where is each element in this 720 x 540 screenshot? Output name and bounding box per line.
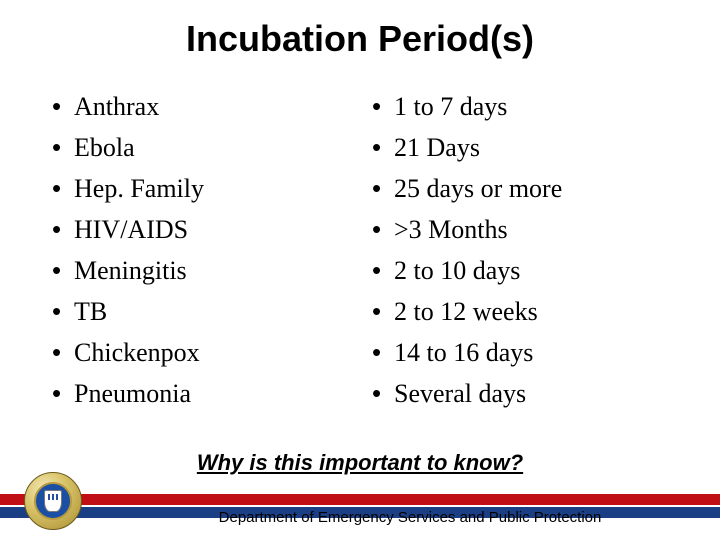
bullet-text: 2 to 10 days xyxy=(394,250,680,291)
bullet-text: 1 to 7 days xyxy=(394,86,680,127)
bullet-item: •Pneumonia xyxy=(52,373,360,414)
bullet-text: Anthrax xyxy=(74,86,360,127)
bullet-item: •2 to 12 weeks xyxy=(372,291,680,332)
bullet-marker-icon: • xyxy=(52,373,74,414)
bullet-marker-icon: • xyxy=(52,127,74,168)
bullet-text: Ebola xyxy=(74,127,360,168)
bullet-item: •Hep. Family xyxy=(52,168,360,209)
slide: Incubation Period(s) •Anthrax•Ebola•Hep.… xyxy=(0,0,720,540)
bullet-marker-icon: • xyxy=(52,332,74,373)
bullet-marker-icon: • xyxy=(52,168,74,209)
bullet-item: •25 days or more xyxy=(372,168,680,209)
footer: Department of Emergency Services and Pub… xyxy=(0,482,720,540)
bullet-item: •Ebola xyxy=(52,127,360,168)
bullet-text: Chickenpox xyxy=(74,332,360,373)
callout-question: Why is this important to know? xyxy=(0,450,720,476)
right-column: •1 to 7 days•21 Days•25 days or more•>3 … xyxy=(360,86,680,446)
bullet-marker-icon: • xyxy=(372,332,394,373)
bullet-text: TB xyxy=(74,291,360,332)
bullet-item: •1 to 7 days xyxy=(372,86,680,127)
bullet-marker-icon: • xyxy=(52,209,74,250)
bullet-item: •TB xyxy=(52,291,360,332)
bullet-marker-icon: • xyxy=(372,209,394,250)
bullet-text: Several days xyxy=(394,373,680,414)
left-column: •Anthrax•Ebola•Hep. Family•HIV/AIDS•Meni… xyxy=(40,86,360,446)
bullet-item: •21 Days xyxy=(372,127,680,168)
bullet-marker-icon: • xyxy=(52,86,74,127)
bullet-text: Pneumonia xyxy=(74,373,360,414)
bullet-item: •HIV/AIDS xyxy=(52,209,360,250)
bullet-marker-icon: • xyxy=(52,250,74,291)
bullet-text: 25 days or more xyxy=(394,168,680,209)
bullet-marker-icon: • xyxy=(372,373,394,414)
bullet-item: •Anthrax xyxy=(52,86,360,127)
content-area: •Anthrax•Ebola•Hep. Family•HIV/AIDS•Meni… xyxy=(0,68,720,446)
bullet-text: 21 Days xyxy=(394,127,680,168)
bullet-item: •14 to 16 days xyxy=(372,332,680,373)
bullet-text: Hep. Family xyxy=(74,168,360,209)
stripe-red xyxy=(0,494,720,505)
bullet-item: •2 to 10 days xyxy=(372,250,680,291)
bullet-marker-icon: • xyxy=(372,250,394,291)
bullet-text: Meningitis xyxy=(74,250,360,291)
bullet-item: •Several days xyxy=(372,373,680,414)
bullet-marker-icon: • xyxy=(52,291,74,332)
state-seal-icon xyxy=(24,472,82,530)
bullet-item: •>3 Months xyxy=(372,209,680,250)
bullet-marker-icon: • xyxy=(372,86,394,127)
bullet-item: •Meningitis xyxy=(52,250,360,291)
department-label: Department of Emergency Services and Pub… xyxy=(160,509,660,526)
seal-inner xyxy=(34,482,72,520)
seal-shield-icon xyxy=(44,490,62,512)
bullet-item: •Chickenpox xyxy=(52,332,360,373)
bullet-text: HIV/AIDS xyxy=(74,209,360,250)
bullet-text: >3 Months xyxy=(394,209,680,250)
bullet-marker-icon: • xyxy=(372,291,394,332)
bullet-marker-icon: • xyxy=(372,127,394,168)
slide-title: Incubation Period(s) xyxy=(0,18,720,60)
bullet-text: 14 to 16 days xyxy=(394,332,680,373)
bullet-marker-icon: • xyxy=(372,168,394,209)
bullet-text: 2 to 12 weeks xyxy=(394,291,680,332)
